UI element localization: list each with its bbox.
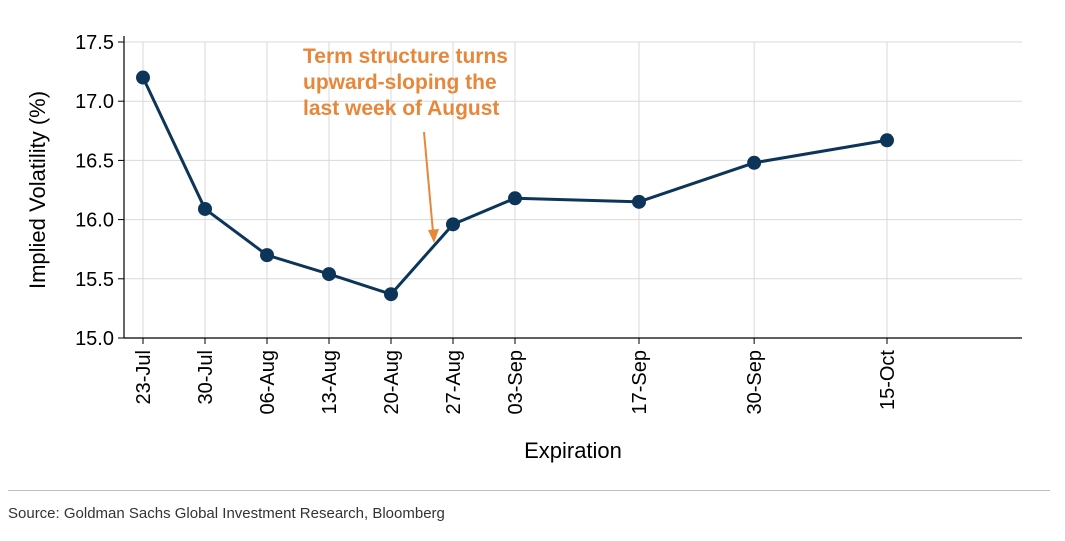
annotation-arrow: [423, 131, 434, 233]
x-tick-label: 17-Sep: [629, 350, 651, 415]
series-polyline: [141, 76, 888, 296]
data-point: [136, 70, 150, 85]
data-point: [747, 155, 762, 170]
data-point: [322, 267, 336, 282]
x-tick-label: 20-Aug: [381, 350, 403, 415]
y-tick-label: 15.5: [75, 269, 114, 291]
annotation-line-2: upward-sloping the: [303, 71, 497, 94]
data-points: [136, 70, 894, 302]
annotation-arrowhead: [428, 229, 439, 243]
data-point: [446, 217, 460, 232]
data-point: [880, 133, 894, 148]
x-axis-label: Expiration: [524, 438, 622, 463]
axes: [118, 36, 1022, 344]
gridlines: [124, 41, 1022, 338]
data-point: [508, 191, 522, 206]
x-tick-label: 30-Jul: [195, 350, 217, 404]
data-point: [260, 248, 274, 263]
y-axis-label: Implied Volatility (%): [25, 91, 50, 289]
y-tick-label: 17.0: [75, 91, 114, 113]
x-tick-label: 03-Sep: [505, 350, 527, 415]
data-point: [632, 194, 646, 209]
x-tick-label: 13-Aug: [319, 350, 341, 415]
y-tick-label: 16.5: [75, 150, 114, 172]
x-tick-label: 06-Aug: [257, 350, 279, 415]
annotation: Term structure turns upward-sloping the …: [303, 45, 508, 243]
annotation-line-1: Term structure turns: [303, 45, 508, 68]
x-tick-label: 30-Sep: [744, 350, 766, 415]
footer-divider: [8, 490, 1050, 491]
source-note: Source: Goldman Sachs Global Investment …: [8, 505, 445, 522]
series-line: [141, 76, 888, 296]
y-tick-label: 16.0: [75, 210, 114, 232]
y-tick-label: 17.5: [75, 32, 114, 54]
x-tick-label: 15-Oct: [877, 350, 899, 410]
data-point: [198, 201, 212, 216]
x-tick-label: 27-Aug: [443, 350, 465, 415]
x-tick-labels: 23-Jul 30-Jul 06-Aug 13-Aug 20-Aug 27-Aug 03-S…: [133, 350, 899, 415]
data-point: [384, 287, 398, 302]
annotation-line-3: last week of August: [303, 97, 499, 120]
x-tick-label: 23-Jul: [133, 350, 155, 404]
y-tick-labels: 15.0 15.5 16.0 16.5 17.0 17.5: [75, 32, 114, 350]
y-tick-label: 15.0: [75, 328, 114, 350]
